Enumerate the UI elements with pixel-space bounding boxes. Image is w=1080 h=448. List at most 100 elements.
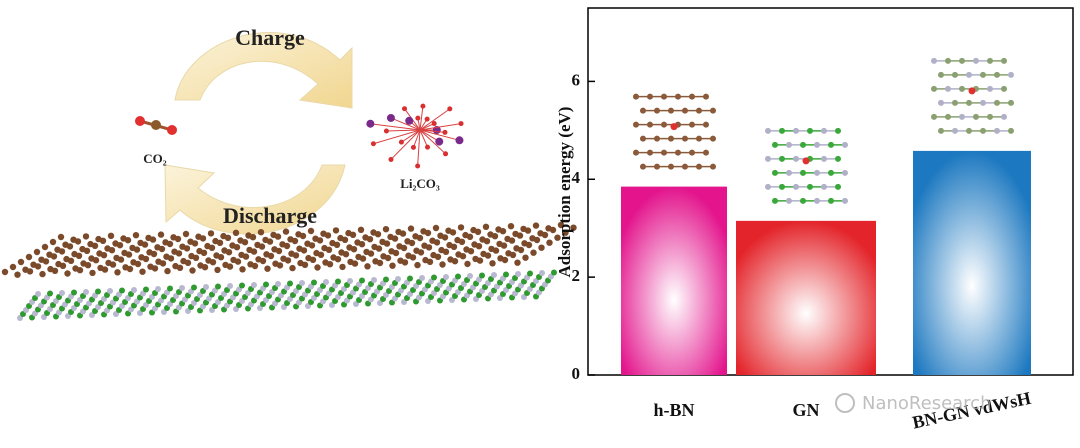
bond (419, 129, 460, 141)
atom (17, 258, 25, 266)
atom (415, 115, 421, 121)
atom (520, 225, 527, 233)
atom (83, 289, 89, 295)
charge-label: Charge (235, 25, 305, 50)
atom (419, 275, 425, 281)
discharge-arrow (164, 164, 346, 235)
inset-atom (1001, 57, 1007, 64)
atom (470, 226, 477, 234)
charge-arrow (174, 32, 353, 109)
atom (410, 144, 416, 150)
atom (521, 240, 528, 247)
layered-sheets (1, 221, 577, 321)
atom (496, 240, 503, 248)
atom (270, 231, 277, 239)
inset-atom (710, 135, 716, 142)
bar (736, 220, 876, 375)
atom (79, 245, 86, 253)
inset-atom (710, 163, 716, 170)
atom (232, 229, 240, 236)
atom (296, 245, 303, 252)
atom (287, 280, 293, 287)
atom (254, 241, 261, 249)
atom (214, 266, 221, 274)
atom (405, 252, 412, 259)
bond (401, 129, 421, 143)
atom (145, 234, 152, 242)
atom (179, 243, 186, 250)
atom (554, 234, 561, 241)
atom (49, 238, 57, 246)
atom (314, 264, 321, 271)
atom (557, 221, 565, 229)
atom (239, 266, 246, 273)
atom (164, 267, 171, 275)
atom (537, 230, 544, 237)
atom (455, 251, 462, 258)
atom (402, 106, 408, 112)
atom (457, 224, 465, 231)
atom (122, 264, 129, 271)
atom (139, 268, 146, 275)
atom (287, 236, 294, 243)
atom (215, 283, 221, 290)
li2co3-cluster (366, 103, 464, 169)
discharge-label: Discharge (223, 203, 317, 228)
inset-atom (835, 183, 841, 190)
inset-atom (1001, 113, 1007, 120)
atom (87, 240, 94, 248)
watermark-text: NanoResearch (862, 393, 991, 414)
atom (279, 241, 286, 248)
atom (80, 260, 87, 267)
atom (263, 251, 270, 258)
atom (482, 223, 490, 230)
atom (415, 163, 421, 169)
atom (207, 230, 215, 237)
watermark: NanoResearch (835, 393, 991, 414)
atom (551, 269, 557, 276)
atom (467, 273, 473, 279)
atom (311, 279, 317, 286)
atom (30, 261, 37, 268)
atom (47, 265, 54, 273)
atom (251, 282, 257, 288)
atom (131, 287, 137, 293)
atom (107, 232, 115, 239)
atom (446, 241, 453, 249)
atom (33, 248, 41, 256)
atom (197, 262, 204, 269)
atom (431, 274, 437, 281)
atom (530, 249, 537, 256)
bar (913, 150, 1031, 375)
atom (112, 240, 119, 247)
atom (455, 273, 461, 280)
atom (1, 268, 9, 276)
atom (383, 276, 389, 283)
atom (455, 136, 464, 145)
atom (522, 254, 529, 261)
atom (395, 276, 401, 282)
atom (388, 248, 395, 255)
atom (412, 233, 419, 240)
atom (420, 228, 427, 235)
atom (437, 232, 444, 239)
atom (104, 245, 111, 252)
atom (72, 265, 79, 272)
atom (363, 248, 370, 256)
inset-atom (842, 197, 848, 204)
atom (463, 246, 470, 253)
atom (46, 251, 53, 258)
atom (187, 238, 194, 245)
inset-atom (835, 155, 841, 162)
atom (562, 229, 569, 236)
bond (417, 129, 421, 166)
atom (364, 263, 371, 270)
atom (487, 231, 494, 238)
atom (262, 236, 269, 244)
atom (305, 254, 312, 262)
atom (489, 260, 496, 267)
cycle-arrows (164, 32, 353, 235)
inset-atom (703, 149, 709, 156)
atom (383, 128, 389, 134)
atom (203, 284, 209, 290)
